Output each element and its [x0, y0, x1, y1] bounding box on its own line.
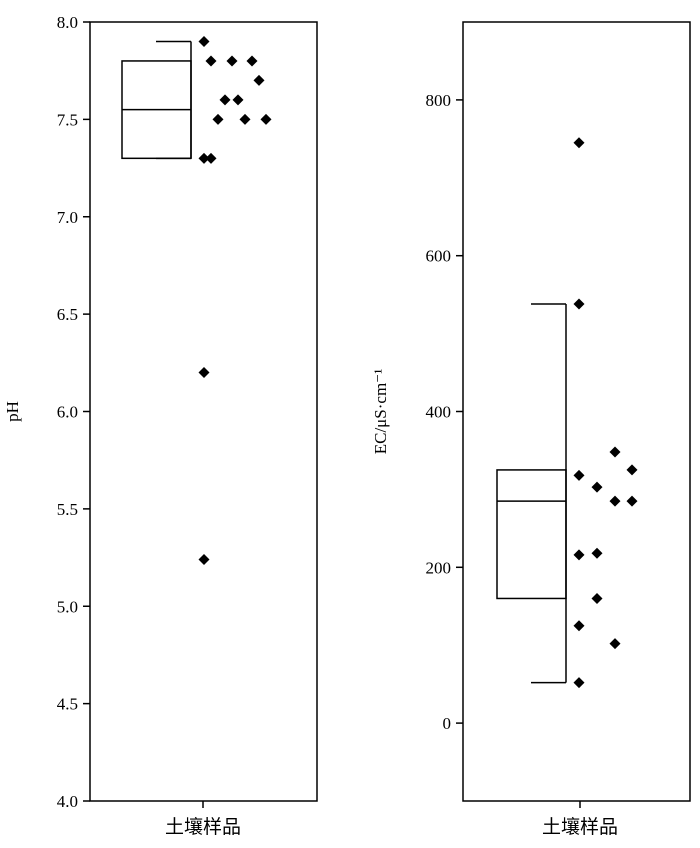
data-point	[573, 137, 585, 149]
category-label: 土壤样品	[542, 816, 618, 838]
y-tick-label: 8.0	[57, 13, 78, 32]
y-tick-label: 4.5	[57, 695, 78, 714]
y-tick-label: 600	[426, 247, 452, 266]
y-tick-label: 7.0	[57, 208, 78, 227]
ec-boxplot-panel: 0 200 400 600 800 土壤样品 EC/μS·cm⁻¹	[371, 21, 691, 838]
y-tick-label: 400	[426, 403, 452, 422]
y-tick-label: 5.5	[57, 500, 78, 519]
data-point	[246, 55, 258, 67]
data-point	[219, 94, 231, 106]
data-point	[591, 547, 603, 559]
data-point	[573, 549, 585, 561]
y-axis-title: pH	[3, 401, 22, 422]
data-point	[205, 152, 217, 164]
y-tick-label: 6.5	[57, 305, 78, 324]
data-point	[573, 677, 585, 689]
y-axis-title: EC/μS·cm⁻¹	[371, 369, 390, 455]
data-point	[573, 620, 585, 632]
data-point	[253, 74, 265, 86]
category-label: 土壤样品	[165, 816, 241, 838]
data-point	[626, 495, 638, 507]
y-tick-label: 4.0	[57, 792, 78, 811]
data-point	[591, 481, 603, 493]
data-point	[260, 113, 272, 125]
data-point	[609, 638, 621, 650]
data-point	[573, 298, 585, 310]
data-point	[226, 55, 238, 67]
data-point	[198, 152, 210, 164]
data-point	[626, 464, 638, 476]
data-point	[591, 592, 603, 604]
iqr-box	[496, 469, 567, 600]
data-point	[198, 35, 210, 47]
y-tick-label: 6.0	[57, 403, 78, 422]
y-tick-label: 5.0	[57, 597, 78, 616]
data-point	[609, 495, 621, 507]
y-tick-label: 0	[443, 714, 452, 733]
data-point	[205, 55, 217, 67]
y-tick-label: 800	[426, 91, 452, 110]
data-point	[198, 554, 210, 566]
data-point	[609, 446, 621, 458]
data-point	[232, 94, 244, 106]
y-tick-label: 7.5	[57, 110, 78, 129]
ph-boxplot-panel: 4.0 4.5 5.0 5.5 6.0 6.5 7.0 7.5 8.0 土壤样品 pH	[3, 13, 318, 838]
data-point	[573, 469, 585, 481]
plot-frame	[89, 21, 318, 802]
y-tick-label: 200	[426, 558, 452, 577]
data-point	[239, 113, 251, 125]
data-point	[212, 113, 224, 125]
data-point	[198, 367, 210, 379]
